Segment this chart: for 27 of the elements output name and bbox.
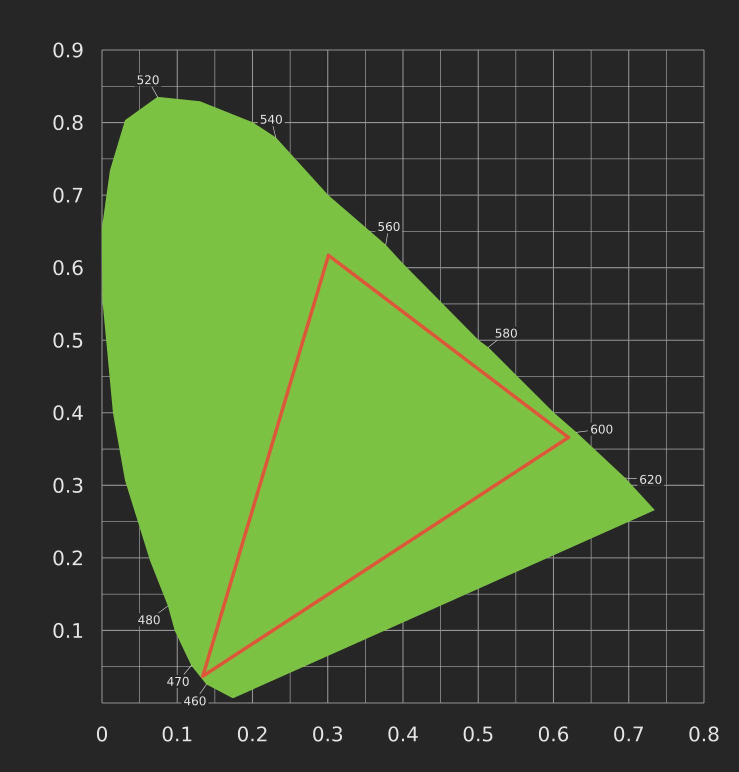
- annotation: 540: [260, 114, 282, 124]
- annotation: 600: [591, 424, 612, 434]
- annotation: 480: [138, 615, 160, 624]
- x-tick-label: 0.1: [162, 726, 192, 742]
- y-tick-label: 0.4: [53, 405, 83, 420]
- x-tick-label: 0.3: [313, 726, 342, 742]
- y-tick-label: 0.1: [53, 622, 82, 638]
- annotation: 470: [167, 676, 189, 686]
- y-tick-label: 0.8: [53, 115, 83, 130]
- x-tick-label: 0.7: [614, 726, 643, 742]
- annotation: 580: [496, 328, 517, 338]
- annotation: 520: [138, 75, 159, 84]
- y-tick-label: 0.9: [53, 42, 83, 58]
- x-tick-label: 0.6: [538, 726, 568, 742]
- x-tick-label: 0: [96, 726, 108, 742]
- annotation: 560: [378, 222, 400, 232]
- x-tick-label: 0.2: [238, 726, 266, 742]
- annotation: 460: [184, 696, 206, 706]
- x-tick-label: 0.4: [388, 726, 418, 742]
- y-tick-label: 0.5: [53, 332, 82, 348]
- x-tick-label: 0.8: [689, 726, 719, 742]
- y-tick-label: 0.3: [53, 478, 82, 493]
- x-tick-label: 0.5: [464, 726, 492, 742]
- y-tick-label: 0.6: [53, 260, 83, 276]
- annotation: 620: [640, 474, 662, 484]
- y-tick-label: 0.2: [53, 550, 82, 566]
- y-tick-label: 0.7: [53, 188, 82, 203]
